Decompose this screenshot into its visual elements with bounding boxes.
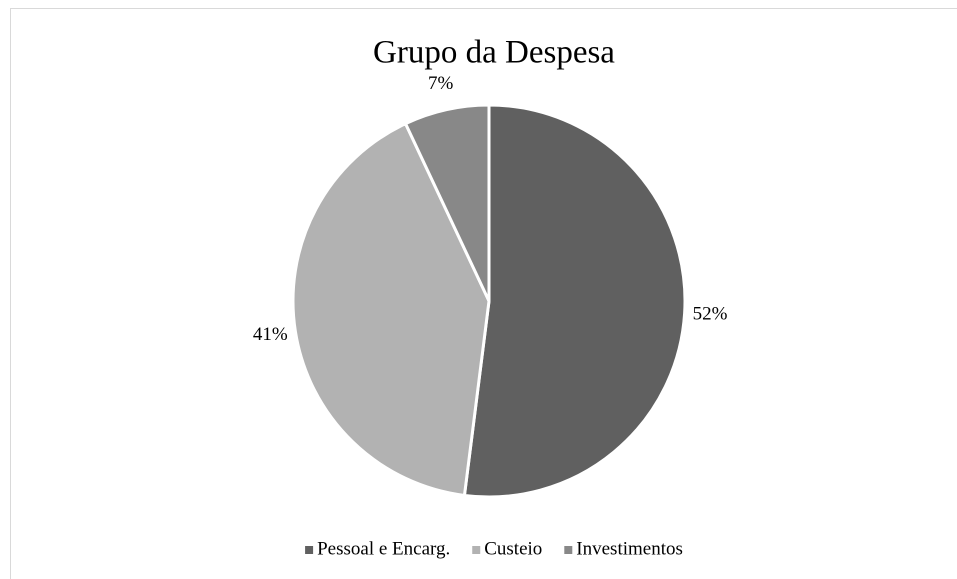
pie-slice	[462, 103, 687, 499]
legend-label: Pessoal e Encarg.	[317, 538, 450, 559]
data-label: 41%	[253, 324, 288, 345]
legend-label: Custeio	[484, 538, 542, 559]
data-label: 52%	[693, 303, 728, 324]
legend-label: Investimentos	[576, 538, 683, 559]
legend-swatch	[472, 546, 481, 554]
pie-slice	[291, 121, 491, 498]
chart-title: Grupo da Despesa	[373, 35, 615, 71]
legend-swatch	[305, 546, 314, 554]
data-label: 7%	[428, 73, 454, 94]
pie-slice	[403, 103, 491, 302]
legend-swatch	[564, 546, 573, 554]
